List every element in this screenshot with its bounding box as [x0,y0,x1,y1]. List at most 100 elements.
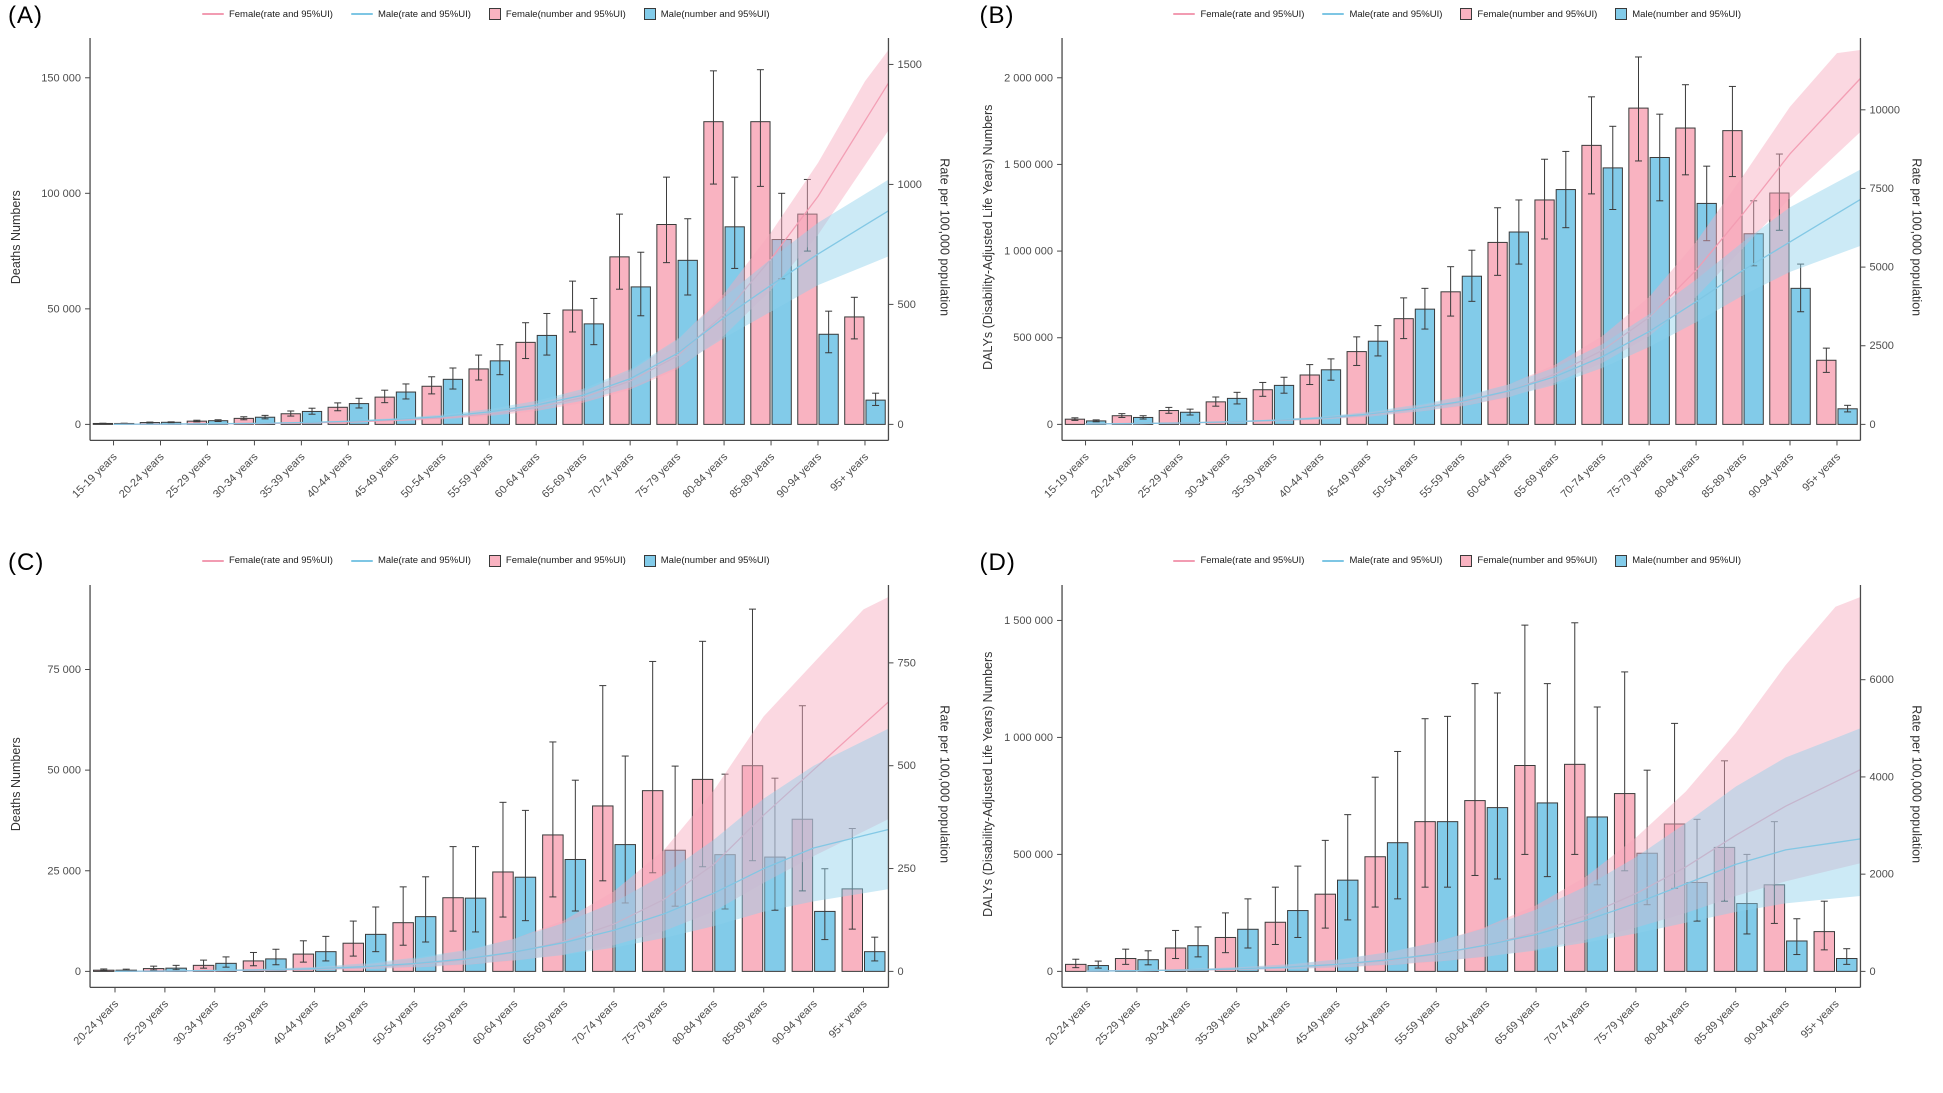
svg-text:Rate per 100,000 population: Rate per 100,000 population [1909,705,1923,863]
svg-text:1500: 1500 [897,59,921,71]
svg-text:500 000: 500 000 [1013,332,1053,344]
svg-text:90-94 years: 90-94 years [775,451,825,501]
svg-text:Rate per 100,000 population: Rate per 100,000 population [937,158,951,316]
svg-text:90-94 years: 90-94 years [1742,997,1792,1047]
svg-text:80-84 years: 80-84 years [670,997,720,1047]
panel-B: (B) Female(rate and 95%UI) Male(rate and … [971,0,1943,547]
svg-text:15-19 years: 15-19 years [1042,451,1092,501]
svg-text:40-44 years: 40-44 years [271,997,321,1047]
svg-text:2000: 2000 [1869,868,1893,880]
svg-text:60-64 years: 60-64 years [1464,451,1514,501]
svg-text:1 500 000: 1 500 000 [1004,159,1053,171]
svg-text:DALYs (Disability-Adjusted Lif: DALYs (Disability-Adjusted Life Years) N… [981,651,995,916]
svg-text:0: 0 [75,965,81,977]
svg-text:0: 0 [897,419,903,431]
svg-text:30-34 years: 30-34 years [1182,451,1232,501]
svg-text:15-19 years: 15-19 years [70,451,120,501]
svg-text:45-49 years: 45-49 years [1293,997,1343,1047]
svg-text:50-54 years: 50-54 years [1342,997,1392,1047]
panel-label-A: (A) [8,2,43,29]
svg-text:65-69 years: 65-69 years [521,997,571,1047]
svg-text:35-39 years: 35-39 years [221,997,271,1047]
svg-text:25-29 years: 25-29 years [164,451,214,501]
svg-text:90-94 years: 90-94 years [1746,451,1796,501]
svg-text:500: 500 [897,760,915,772]
svg-text:Deaths Numbers: Deaths Numbers [9,190,23,284]
svg-text:750: 750 [897,657,915,669]
svg-text:70-74 years: 70-74 years [587,451,637,501]
svg-text:95+ years: 95+ years [828,451,871,494]
svg-text:25-29 years: 25-29 years [1136,451,1186,501]
svg-text:7500: 7500 [1869,183,1893,195]
svg-text:2 000 000: 2 000 000 [1004,72,1053,84]
svg-text:55-59 years: 55-59 years [1392,997,1442,1047]
svg-text:20-24 years: 20-24 years [1089,451,1139,501]
svg-text:20-24 years: 20-24 years [1043,997,1093,1047]
svg-text:45-49 years: 45-49 years [352,451,402,501]
svg-text:85-89 years: 85-89 years [720,997,770,1047]
svg-text:40-44 years: 40-44 years [1243,997,1293,1047]
svg-text:25 000: 25 000 [47,865,81,877]
svg-text:500 000: 500 000 [1013,848,1053,860]
svg-text:0: 0 [1046,965,1052,977]
svg-text:45-49 years: 45-49 years [321,997,371,1047]
svg-text:80-84 years: 80-84 years [681,451,731,501]
svg-text:75 000: 75 000 [47,664,81,676]
svg-text:60-64 years: 60-64 years [1442,997,1492,1047]
svg-text:Deaths Numbers: Deaths Numbers [9,737,23,831]
svg-text:80-84 years: 80-84 years [1642,997,1692,1047]
svg-text:50-54 years: 50-54 years [1370,451,1420,501]
panel-label-D: (D) [979,548,1016,576]
chart-B: 0 500 000 1 000 000 1 500 000 2 000 000 0 2500… [981,38,1923,501]
chart-C: 0 25 000 50 000 75 000 0 250 500 750 20-24 years… [9,584,951,1047]
svg-text:2500: 2500 [1869,340,1893,352]
svg-text:60-64 years: 60-64 years [493,451,543,501]
svg-text:65-69 years: 65-69 years [1492,997,1542,1047]
svg-text:30-34 years: 30-34 years [211,451,261,501]
svg-text:50-54 years: 50-54 years [371,997,421,1047]
svg-text:150 000: 150 000 [41,72,81,84]
svg-text:90-94 years: 90-94 years [770,997,820,1047]
chart-A: 0 50 000 100 000 150 000 0 500 1000 1500 15-19 y… [9,38,951,501]
panel-A: (A) Female(rate and 95%UI) Male(rate and … [0,0,972,547]
svg-text:1000: 1000 [897,179,921,191]
svg-text:85-89 years: 85-89 years [728,451,778,501]
svg-text:35-39 years: 35-39 years [258,451,308,501]
svg-text:70-74 years: 70-74 years [1542,997,1592,1047]
svg-text:Rate per 100,000 population: Rate per 100,000 population [1909,158,1923,316]
svg-text:85-89 years: 85-89 years [1699,451,1749,501]
panel-label-B: (B) [979,2,1015,29]
svg-text:0: 0 [897,965,903,977]
svg-text:35-39 years: 35-39 years [1193,997,1243,1047]
svg-text:50 000: 50 000 [47,303,81,315]
svg-text:80-84 years: 80-84 years [1652,451,1702,501]
svg-text:50 000: 50 000 [47,764,81,776]
svg-text:85-89 years: 85-89 years [1692,997,1742,1047]
svg-text:25-29 years: 25-29 years [1093,997,1143,1047]
panel-D: (D) Female(rate and 95%UI) Male(rate and … [971,546,1943,1093]
svg-text:75-79 years: 75-79 years [1605,451,1655,501]
panel-C: (C) Female(rate and 95%UI) Male(rate and … [0,546,972,1093]
svg-text:1 500 000: 1 500 000 [1004,614,1053,626]
svg-text:70-74 years: 70-74 years [1558,451,1608,501]
svg-text:95+ years: 95+ years [1798,997,1841,1040]
svg-text:40-44 years: 40-44 years [305,451,355,501]
svg-text:45-49 years: 45-49 years [1323,451,1373,501]
svg-text:55-59 years: 55-59 years [1417,451,1467,501]
svg-text:0: 0 [1869,965,1875,977]
svg-text:5000: 5000 [1869,262,1893,274]
svg-text:40-44 years: 40-44 years [1276,451,1326,501]
svg-text:1 000 000: 1 000 000 [1004,246,1053,258]
svg-text:Rate per 100,000 population: Rate per 100,000 population [937,705,951,863]
svg-text:55-59 years: 55-59 years [421,997,471,1047]
svg-text:30-34 years: 30-34 years [171,997,221,1047]
svg-text:20-24 years: 20-24 years [72,997,122,1047]
svg-text:1 000 000: 1 000 000 [1004,731,1053,743]
svg-text:6000: 6000 [1869,674,1893,686]
svg-text:95+ years: 95+ years [827,997,870,1040]
svg-text:0: 0 [75,419,81,431]
svg-text:20-24 years: 20-24 years [117,451,167,501]
chart-D: 0 500 000 1 000 000 1 500 000 0 2000 4000 6000 2… [981,584,1923,1047]
svg-text:250: 250 [897,863,915,875]
svg-text:0: 0 [1869,419,1875,431]
